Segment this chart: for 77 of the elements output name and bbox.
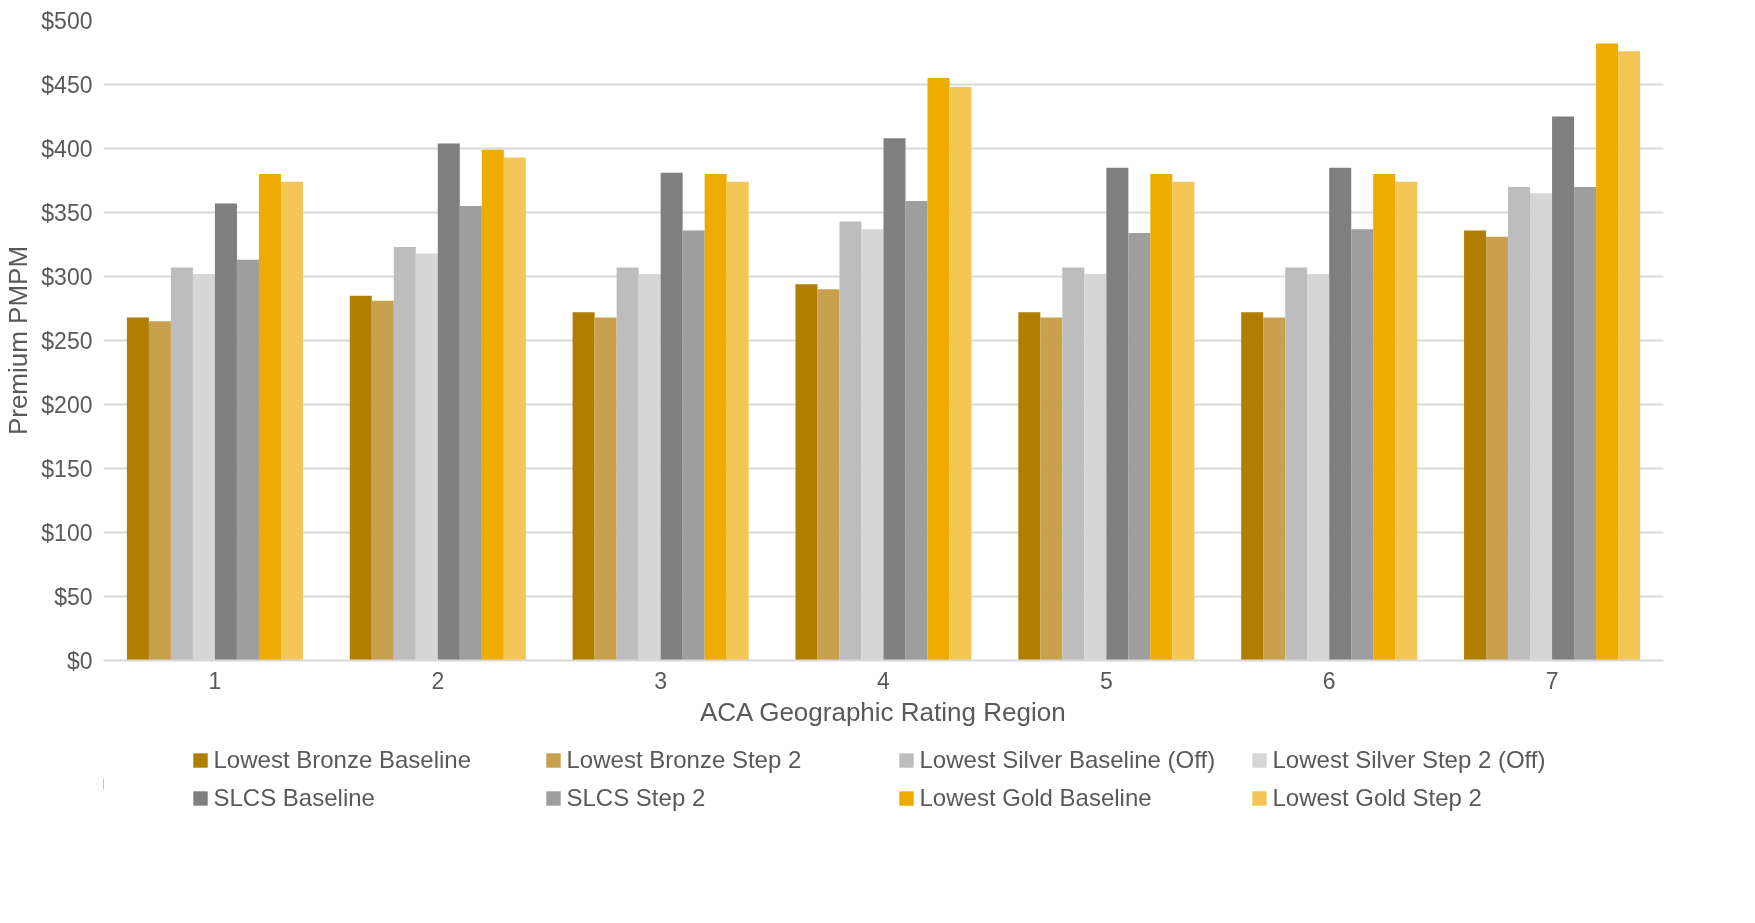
legend-label: Lowest Gold Baseline bbox=[919, 784, 1153, 812]
bar bbox=[1106, 167, 1129, 661]
bar bbox=[1150, 174, 1173, 661]
bar bbox=[1241, 312, 1264, 661]
legend-label: Lowest Gold Step 2 bbox=[1272, 784, 1483, 812]
x-tick-label: 2 bbox=[431, 667, 445, 694]
bar bbox=[1464, 230, 1487, 661]
x-tick-label: 6 bbox=[1322, 667, 1336, 694]
bar bbox=[726, 181, 749, 661]
bar bbox=[459, 206, 482, 661]
legend-label: SLCS Step 2 bbox=[566, 784, 707, 812]
bar bbox=[126, 317, 149, 661]
legend-label: Lowest Bronze Baseline bbox=[213, 746, 472, 774]
bar bbox=[594, 317, 617, 661]
bar bbox=[704, 174, 727, 661]
bar bbox=[1618, 51, 1641, 661]
legend-label: SLCS Baseline bbox=[213, 784, 376, 812]
bar bbox=[258, 174, 281, 661]
bar bbox=[883, 138, 906, 661]
legend-label: Lowest Bronze Step 2 bbox=[566, 746, 803, 774]
bar bbox=[393, 247, 416, 661]
y-tick-label: $200 bbox=[41, 391, 93, 418]
y-tick-label: $300 bbox=[41, 263, 93, 290]
x-axis-title: ACA Geographic Rating Region bbox=[699, 696, 1066, 727]
y-tick-label: $350 bbox=[41, 199, 93, 226]
bar bbox=[1351, 229, 1374, 661]
bar bbox=[1128, 232, 1151, 661]
bar bbox=[1172, 181, 1195, 661]
y-tick-label: $450 bbox=[41, 71, 93, 98]
y-axis-title: Premium PMPM bbox=[3, 245, 34, 436]
bar bbox=[170, 267, 193, 661]
bar bbox=[1574, 186, 1597, 661]
bar bbox=[795, 284, 818, 661]
legend-label: Lowest Silver Baseline (Off) bbox=[919, 746, 1217, 774]
bar bbox=[927, 78, 950, 661]
bar bbox=[1285, 267, 1308, 661]
bar bbox=[371, 300, 394, 661]
bar bbox=[1373, 174, 1396, 661]
bar bbox=[1596, 43, 1619, 661]
bar bbox=[503, 157, 526, 661]
bar bbox=[1329, 167, 1352, 661]
bar bbox=[481, 149, 504, 661]
y-tick-label: $400 bbox=[41, 135, 93, 162]
bar bbox=[616, 267, 639, 661]
bar bbox=[1508, 186, 1531, 661]
bar bbox=[1486, 236, 1509, 661]
x-tick-label: 7 bbox=[1545, 667, 1559, 694]
bar bbox=[1062, 267, 1085, 661]
bar bbox=[236, 259, 259, 661]
y-tick-label: $150 bbox=[41, 455, 93, 482]
bar bbox=[349, 295, 372, 661]
y-tick-label: $250 bbox=[41, 327, 93, 354]
x-tick-label: 4 bbox=[877, 667, 891, 694]
bar bbox=[1040, 317, 1063, 661]
x-tick-label: 1 bbox=[208, 667, 222, 694]
bar bbox=[437, 143, 460, 661]
x-tick-label: 3 bbox=[654, 667, 668, 694]
bar bbox=[839, 221, 862, 661]
bar bbox=[682, 230, 705, 661]
bar bbox=[214, 203, 237, 661]
legend-label: Lowest Silver Step 2 (Off) bbox=[1272, 746, 1547, 774]
bar bbox=[572, 312, 595, 661]
bar bbox=[1018, 312, 1041, 661]
bar bbox=[1263, 317, 1286, 661]
bar bbox=[1552, 116, 1575, 661]
bar bbox=[905, 200, 928, 661]
y-tick-label: $50 bbox=[54, 583, 93, 610]
y-tick-label: $500 bbox=[41, 7, 93, 34]
bar bbox=[660, 172, 683, 661]
bar bbox=[1395, 181, 1418, 661]
bar bbox=[817, 289, 840, 661]
bar bbox=[949, 87, 972, 661]
bar bbox=[148, 321, 171, 661]
x-tick-label: 5 bbox=[1099, 667, 1113, 694]
bar bbox=[280, 181, 303, 661]
y-tick-label: $0 bbox=[66, 647, 93, 674]
y-tick-label: $100 bbox=[41, 519, 93, 546]
